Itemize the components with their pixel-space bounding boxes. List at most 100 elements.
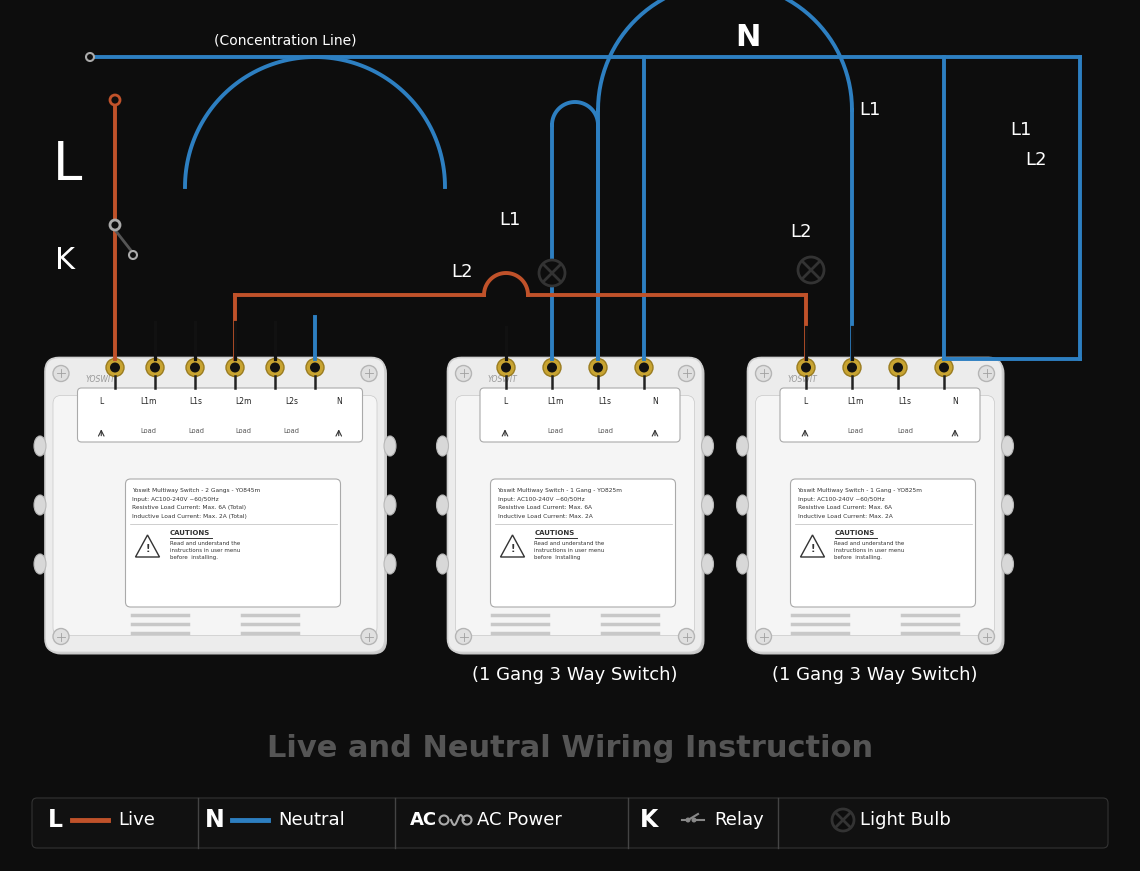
Ellipse shape	[736, 554, 749, 574]
Text: Load: Load	[236, 428, 252, 434]
Circle shape	[801, 362, 811, 373]
Text: L: L	[803, 397, 807, 406]
Ellipse shape	[1002, 495, 1013, 515]
FancyBboxPatch shape	[749, 360, 1004, 654]
Text: AC: AC	[410, 811, 437, 829]
Ellipse shape	[701, 495, 714, 515]
Text: Yoswit Multiway Switch - 1 Gang - YO825m: Yoswit Multiway Switch - 1 Gang - YO825m	[497, 488, 622, 493]
Circle shape	[935, 359, 953, 376]
FancyBboxPatch shape	[44, 357, 385, 652]
Text: !: !	[511, 544, 515, 554]
Text: YOSWIT: YOSWIT	[488, 375, 518, 384]
Circle shape	[310, 362, 320, 373]
Circle shape	[52, 629, 70, 645]
Text: instructions in user menu: instructions in user menu	[834, 548, 905, 553]
Text: K: K	[640, 808, 659, 832]
Ellipse shape	[34, 554, 46, 574]
Circle shape	[978, 366, 994, 381]
Text: Yoswit Multiway Switch - 1 Gang - YO825m: Yoswit Multiway Switch - 1 Gang - YO825m	[798, 488, 922, 493]
Circle shape	[226, 359, 244, 376]
Text: before  Installing: before Installing	[535, 555, 581, 560]
FancyBboxPatch shape	[790, 479, 976, 607]
Ellipse shape	[736, 495, 749, 515]
Text: L1s: L1s	[598, 397, 611, 406]
Circle shape	[150, 362, 160, 373]
Circle shape	[692, 818, 697, 822]
Text: N: N	[336, 397, 342, 406]
Text: L1m: L1m	[547, 397, 563, 406]
Circle shape	[52, 366, 70, 381]
Text: L1: L1	[499, 211, 521, 229]
Text: Input: AC100-240V ~60/50Hz: Input: AC100-240V ~60/50Hz	[798, 496, 885, 502]
Ellipse shape	[701, 554, 714, 574]
Text: (1 Gang 3 Way Switch): (1 Gang 3 Way Switch)	[772, 665, 978, 684]
Text: Read and understand the: Read and understand the	[834, 541, 905, 546]
Circle shape	[266, 359, 284, 376]
Text: N: N	[735, 24, 760, 52]
Circle shape	[847, 362, 857, 373]
Text: L1: L1	[1010, 121, 1032, 139]
Ellipse shape	[34, 436, 46, 456]
Circle shape	[797, 359, 815, 376]
Circle shape	[593, 362, 603, 373]
Text: Resistive Load Current: Max. 6A: Resistive Load Current: Max. 6A	[798, 505, 891, 510]
Text: L1m: L1m	[847, 397, 863, 406]
Circle shape	[756, 629, 772, 645]
Ellipse shape	[701, 436, 714, 456]
Text: Load: Load	[847, 428, 863, 434]
Text: !: !	[811, 544, 815, 554]
FancyBboxPatch shape	[448, 357, 702, 652]
Text: AC Power: AC Power	[477, 811, 562, 829]
Circle shape	[543, 359, 561, 376]
Circle shape	[678, 629, 694, 645]
Circle shape	[640, 362, 649, 373]
Text: Inductive Load Current: Max. 2A: Inductive Load Current: Max. 2A	[497, 514, 593, 518]
Text: Load: Load	[897, 428, 913, 434]
Text: before  installing.: before installing.	[170, 555, 218, 560]
Ellipse shape	[1002, 436, 1013, 456]
Circle shape	[893, 362, 903, 373]
Ellipse shape	[437, 554, 448, 574]
Polygon shape	[500, 535, 524, 557]
Ellipse shape	[437, 495, 448, 515]
Text: Load: Load	[283, 428, 299, 434]
Text: N: N	[952, 397, 958, 406]
Circle shape	[109, 220, 120, 230]
Circle shape	[109, 95, 120, 105]
Circle shape	[109, 362, 120, 373]
Circle shape	[756, 366, 772, 381]
FancyBboxPatch shape	[490, 479, 676, 607]
Text: Load: Load	[547, 428, 563, 434]
Text: Load: Load	[140, 428, 157, 434]
Text: N: N	[205, 808, 225, 832]
Circle shape	[889, 359, 907, 376]
Text: Live and Neutral Wiring Instruction: Live and Neutral Wiring Instruction	[267, 733, 873, 762]
Text: Input: AC100-240V ~60/50Hz: Input: AC100-240V ~60/50Hz	[132, 496, 219, 502]
Circle shape	[456, 629, 472, 645]
Text: Input: AC100-240V ~60/50Hz: Input: AC100-240V ~60/50Hz	[497, 496, 584, 502]
Text: instructions in user menu: instructions in user menu	[535, 548, 604, 553]
Text: N: N	[652, 397, 658, 406]
Circle shape	[129, 251, 137, 259]
FancyBboxPatch shape	[756, 395, 994, 636]
Text: Live: Live	[119, 811, 155, 829]
Text: L2: L2	[451, 263, 473, 281]
Text: L1m: L1m	[140, 397, 157, 406]
Ellipse shape	[384, 436, 396, 456]
Ellipse shape	[34, 495, 46, 515]
FancyBboxPatch shape	[449, 360, 705, 654]
Text: K: K	[55, 246, 75, 274]
Text: instructions in user menu: instructions in user menu	[170, 548, 239, 553]
Ellipse shape	[384, 554, 396, 574]
Text: L: L	[99, 397, 104, 406]
Text: Read and understand the: Read and understand the	[170, 541, 239, 546]
FancyBboxPatch shape	[748, 357, 1002, 652]
FancyBboxPatch shape	[480, 388, 679, 442]
Circle shape	[186, 359, 204, 376]
Text: Relay: Relay	[714, 811, 764, 829]
Ellipse shape	[437, 436, 448, 456]
Text: Load: Load	[597, 428, 613, 434]
Text: L: L	[48, 808, 63, 832]
Circle shape	[190, 362, 200, 373]
Circle shape	[86, 53, 93, 61]
